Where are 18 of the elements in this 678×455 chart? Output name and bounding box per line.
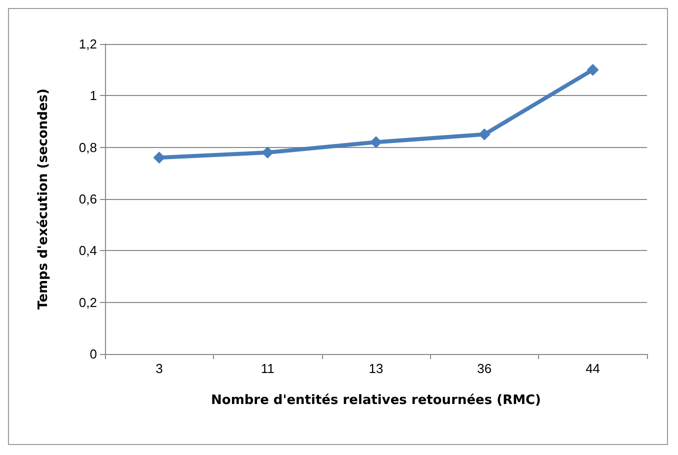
y-tick-label: 0,6: [78, 192, 97, 206]
y-axis-title: Temps d'exécution (secondes): [36, 88, 51, 310]
point: [586, 64, 599, 76]
x-tick-label: 3: [156, 361, 163, 376]
point: [478, 128, 490, 140]
point: [153, 152, 166, 164]
y-tick-label: 1: [90, 88, 97, 104]
x-tick-label: 44: [586, 361, 600, 376]
y-tick-label: 0,2: [78, 294, 97, 310]
y-tick-label: 0,4: [78, 243, 97, 258]
y-tick-label: 0: [90, 346, 97, 362]
x-tick-label: 11: [260, 361, 274, 376]
y-tick-label: 1,2: [78, 36, 97, 52]
point: [370, 136, 382, 148]
y-tick-label: 0,8: [78, 140, 97, 155]
x-tick-label: 36: [477, 361, 492, 376]
x-axis-title: Nombre d'entités relatives retournées (RMC): [211, 393, 541, 408]
x-tick-label: 13: [368, 361, 384, 376]
